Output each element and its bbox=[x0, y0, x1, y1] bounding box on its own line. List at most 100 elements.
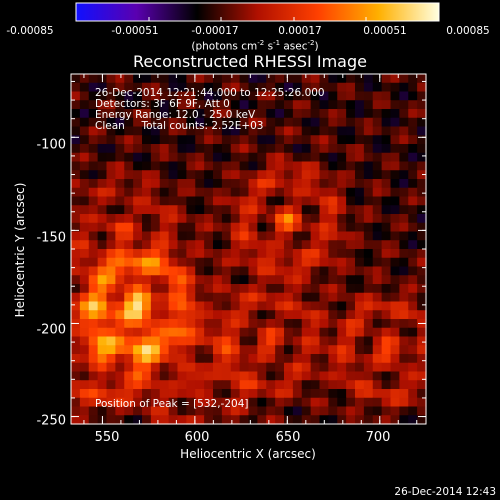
heatmap-cell bbox=[372, 389, 383, 399]
heatmap-cell bbox=[195, 100, 205, 110]
heatmap-cell bbox=[301, 100, 312, 110]
heatmap-cell bbox=[124, 170, 134, 180]
heatmap-cell bbox=[106, 284, 116, 294]
heatmap-cell bbox=[133, 275, 143, 285]
heatmap-cell bbox=[97, 187, 108, 198]
heatmap-cell bbox=[177, 415, 187, 425]
heatmap-cell bbox=[346, 240, 356, 250]
heatmap-cell bbox=[381, 152, 392, 163]
heatmap-cell bbox=[106, 380, 116, 390]
heatmap-cell bbox=[168, 74, 179, 84]
heatmap-cell bbox=[97, 249, 108, 259]
heatmap-cell bbox=[230, 310, 241, 320]
heatmap-cell bbox=[221, 345, 232, 355]
heatmap-cell bbox=[310, 292, 321, 303]
heatmap-cell bbox=[177, 117, 187, 128]
heatmap-cell bbox=[292, 161, 303, 171]
heatmap-cell bbox=[115, 100, 125, 110]
heatmap-cell bbox=[97, 179, 108, 189]
heatmap-cell bbox=[221, 109, 232, 119]
heatmap-cell bbox=[71, 170, 81, 180]
heatmap-cell bbox=[133, 354, 143, 364]
heatmap-cell bbox=[363, 91, 374, 101]
heatmap-cell bbox=[124, 345, 134, 355]
heatmap-cell bbox=[257, 301, 267, 311]
heatmap-cell bbox=[221, 196, 232, 206]
heatmap-cell bbox=[239, 231, 250, 241]
heatmap-cell bbox=[221, 319, 232, 329]
heatmap-cell bbox=[381, 126, 392, 136]
heatmap-cell bbox=[257, 196, 267, 206]
heatmap-cell bbox=[408, 415, 418, 425]
heatmap-cell bbox=[133, 292, 143, 303]
heatmap-cell bbox=[248, 240, 258, 250]
heatmap-cell bbox=[284, 231, 294, 241]
heatmap-cell bbox=[213, 135, 223, 145]
heatmap-cell bbox=[346, 74, 356, 84]
heatmap-cell bbox=[239, 170, 250, 180]
heatmap-cell bbox=[88, 214, 99, 224]
heatmap-cell bbox=[168, 205, 179, 215]
heatmap-cell bbox=[399, 397, 409, 408]
heatmap-cell bbox=[408, 336, 418, 346]
heatmap-cell bbox=[124, 187, 134, 198]
heatmap-cell bbox=[186, 205, 196, 215]
heatmap-cell bbox=[408, 257, 418, 268]
heatmap-cell bbox=[71, 82, 81, 93]
heatmap-cell bbox=[275, 222, 285, 233]
heatmap-cell bbox=[257, 284, 267, 294]
heatmap-cell bbox=[292, 362, 303, 373]
heatmap-cell bbox=[79, 354, 90, 364]
heatmap-cell bbox=[88, 415, 99, 425]
heatmap-cell bbox=[284, 354, 294, 364]
heatmap-cell bbox=[355, 389, 365, 399]
heatmap-cell bbox=[417, 222, 427, 233]
heatmap-cell bbox=[275, 380, 285, 390]
heatmap-cell bbox=[355, 126, 365, 136]
heatmap-cell bbox=[221, 275, 232, 285]
heatmap-cell bbox=[319, 319, 329, 329]
heatmap-cell bbox=[177, 231, 187, 241]
heatmap-cell bbox=[177, 354, 187, 364]
heatmap-cell bbox=[266, 100, 276, 110]
heatmap-cell bbox=[355, 205, 365, 215]
heatmap-cell bbox=[275, 91, 285, 101]
heatmap-cell bbox=[301, 371, 312, 381]
heatmap-cell bbox=[133, 336, 143, 346]
heatmap-cell bbox=[337, 109, 347, 119]
heatmap-cell bbox=[230, 91, 241, 101]
heatmap-cell bbox=[292, 301, 303, 311]
heatmap-cell bbox=[266, 345, 276, 355]
heatmap-cell bbox=[204, 354, 214, 364]
heatmap-cell bbox=[284, 240, 294, 250]
heatmap-cell bbox=[88, 170, 99, 180]
heatmap-cell bbox=[275, 152, 285, 163]
heatmap-cell bbox=[168, 82, 179, 93]
heatmap-cell bbox=[133, 179, 143, 189]
colorbar-tick-label: -0.00051 bbox=[111, 25, 159, 37]
heatmap-cell bbox=[319, 275, 329, 285]
heatmap-cell bbox=[372, 371, 383, 381]
heatmap-cell bbox=[88, 126, 99, 136]
heatmap-cell bbox=[355, 345, 365, 355]
heatmap-cell bbox=[417, 310, 427, 320]
heatmap-cell bbox=[355, 292, 365, 303]
heatmap-cell bbox=[319, 257, 329, 268]
heatmap-cell bbox=[266, 187, 276, 198]
heatmap-cell bbox=[257, 415, 267, 425]
heatmap-cell bbox=[124, 179, 134, 189]
heatmap-cell bbox=[133, 91, 143, 101]
heatmap-cell bbox=[275, 231, 285, 241]
heatmap-cell bbox=[106, 345, 116, 355]
heatmap-cell bbox=[204, 301, 214, 311]
heatmap-cell bbox=[284, 345, 294, 355]
heatmap-cell bbox=[363, 179, 374, 189]
heatmap-cell bbox=[142, 354, 152, 364]
heatmap-cell bbox=[372, 319, 383, 329]
heatmap-cell bbox=[159, 389, 170, 399]
heatmap-cell bbox=[168, 292, 179, 303]
heatmap-cell bbox=[381, 144, 392, 154]
heatmap-cell bbox=[266, 292, 276, 303]
heatmap-cell bbox=[275, 196, 285, 206]
heatmap-cell bbox=[213, 214, 223, 224]
